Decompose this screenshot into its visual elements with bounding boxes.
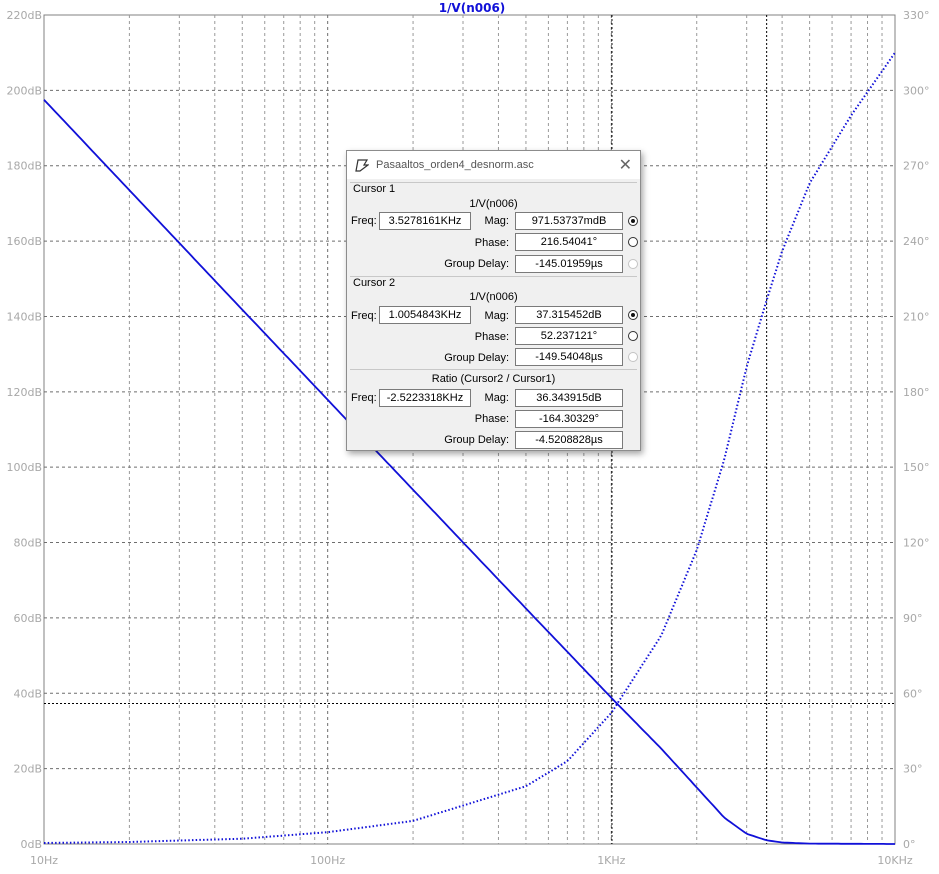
cursor1-gd-field[interactable]: -145.01959µs: [515, 255, 623, 273]
trace-title[interactable]: 1/V(n006): [439, 1, 506, 15]
cursor2-group-label: Cursor 2: [353, 277, 396, 289]
phase-trace[interactable]: [44, 52, 896, 844]
x-tick-label: 10Hz: [30, 854, 58, 867]
close-icon[interactable]: ✕: [618, 157, 632, 174]
cursor-dialog[interactable]: Pasaaltos_orden4_desnorm.asc ✕ Cursor 1 …: [346, 150, 641, 451]
cursor1-phase-field[interactable]: 216.54041°: [515, 233, 623, 251]
cursor1-phase-label: Phase:: [474, 237, 509, 249]
y-left-tick-label: 220dB: [6, 9, 42, 22]
dialog-title: Pasaaltos_orden4_desnorm.asc: [376, 159, 534, 171]
y-left-tick-label: 60dB: [13, 612, 42, 625]
y-right-tick-label: 30°: [903, 763, 923, 776]
y-left-tick-label: 120dB: [6, 386, 42, 399]
y-left-tick-label: 40dB: [13, 687, 42, 700]
cursor1-group-label: Cursor 1: [353, 183, 396, 195]
y-right-tick-label: 210°: [903, 310, 930, 323]
cursor1-freq-field[interactable]: 3.5278161KHz: [379, 212, 471, 230]
y-right-tick-label: 60°: [903, 687, 923, 700]
cursor2-mag-field[interactable]: 37.315452dB: [515, 306, 623, 324]
cursor1-phase-radio[interactable]: [628, 237, 638, 247]
cursor2-gd-label: Group Delay:: [444, 352, 509, 364]
ratio-mag-field[interactable]: 36.343915dB: [515, 389, 623, 407]
cursor2-freq-field[interactable]: 1.0054843KHz: [379, 306, 471, 324]
y-left-tick-label: 200dB: [6, 84, 42, 97]
cursor2-gd-radio[interactable]: [628, 352, 638, 362]
x-tick-label: 100Hz: [310, 854, 345, 867]
ratio-gd-field[interactable]: -4.5208828µs: [515, 431, 623, 449]
x-tick-label: 10KHz: [877, 854, 912, 867]
y-left-tick-label: 20dB: [13, 763, 42, 776]
cursor2-phase-field[interactable]: 52.237121°: [515, 327, 623, 345]
x-tick-label: 1KHz: [597, 854, 625, 867]
cursor1-freq-label: Freq:: [351, 215, 377, 227]
y-left-tick-label: 0dB: [20, 838, 42, 851]
ratio-group-label: Ratio (Cursor2 / Cursor1): [431, 373, 556, 385]
y-left-tick-label: 180dB: [6, 160, 42, 173]
y-left-tick-label: 80dB: [13, 537, 42, 550]
cursor2-mag-label: Mag:: [484, 310, 509, 322]
ratio-phase-field[interactable]: -164.30329°: [515, 410, 623, 428]
cursor2-phase-radio[interactable]: [628, 331, 638, 341]
ratio-mag-label: Mag:: [484, 392, 509, 404]
cursor1-mag-radio[interactable]: [628, 216, 638, 226]
cursor2-phase-label: Phase:: [474, 331, 509, 343]
y-left-tick-label: 100dB: [6, 461, 42, 474]
series-group: [43, 52, 896, 845]
cursor1-gd-label: Group Delay:: [444, 258, 509, 270]
cursor2-gd-field[interactable]: -149.54048µs: [515, 348, 623, 366]
y-left-tick-label: 140dB: [6, 310, 42, 323]
y-right-tick-label: 240°: [903, 235, 930, 248]
cursor1-mag-label: Mag:: [484, 215, 509, 227]
tick-labels: 0dB 20dB 40dB 60dB 80dB 100dB 120dB 140dB 160dB 1…: [6, 9, 929, 867]
cursor1-group: [350, 182, 637, 275]
ratio-gd-label: Group Delay:: [444, 434, 509, 446]
y-right-tick-label: 180°: [903, 386, 930, 399]
y-right-tick-label: 0°: [903, 838, 916, 851]
cursor2-trace-label: 1/V(n006): [469, 291, 518, 303]
ratio-freq-label: Freq:: [351, 392, 377, 404]
y-right-tick-label: 300°: [903, 84, 930, 97]
cursor-lines[interactable]: [44, 15, 895, 844]
y-right-tick-label: 90°: [903, 612, 923, 625]
ratio-freq-field[interactable]: -2.5223318KHz: [379, 389, 471, 407]
cursor1-trace-label: 1/V(n006): [469, 198, 518, 210]
cursor2-mag-radio[interactable]: [628, 310, 638, 320]
cursor1-gd-radio[interactable]: [628, 259, 638, 269]
y-right-tick-label: 270°: [903, 160, 930, 173]
ratio-group: [350, 369, 637, 450]
y-left-tick-label: 160dB: [6, 235, 42, 248]
y-right-tick-label: 330°: [903, 9, 930, 22]
y-right-tick-label: 120°: [903, 537, 930, 550]
y-right-tick-label: 150°: [903, 461, 930, 474]
dialog-titlebar[interactable]: Pasaaltos_orden4_desnorm.asc ✕: [347, 151, 640, 179]
ratio-phase-label: Phase:: [474, 413, 509, 425]
ltspice-icon: [355, 159, 369, 172]
cursor1-mag-field[interactable]: 971.53737mdB: [515, 212, 623, 230]
cursor2-group: [350, 276, 637, 369]
cursor2-freq-label: Freq:: [351, 310, 377, 322]
magnitude-trace[interactable]: [43, 99, 895, 845]
